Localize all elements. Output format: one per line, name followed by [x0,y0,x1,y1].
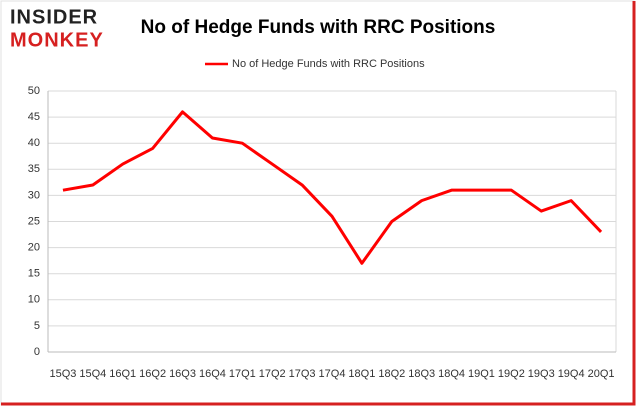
chart-title: No of Hedge Funds with RRC Positions [141,17,496,38]
y-tick-label: 30 [28,189,40,201]
y-tick-label: 25 [28,215,40,227]
x-tick-label: 17Q4 [319,368,346,380]
logo-top: INSIDER [10,6,98,28]
x-tick-label: 17Q1 [229,368,256,380]
x-tick-label: 16Q3 [169,368,196,380]
x-tick-label: 16Q4 [199,368,226,380]
x-tick-label: 17Q2 [259,368,286,380]
y-tick-label: 5 [34,320,40,332]
x-tick-label: 16Q1 [109,368,136,380]
data-line [62,110,603,265]
x-tick-label: 18Q4 [438,368,465,380]
x-tick-label: 18Q2 [378,368,405,380]
x-tick-label: 15Q3 [49,368,76,380]
y-tick-label: 20 [28,242,40,254]
y-tick-label: 15 [28,268,40,280]
x-tick-label: 19Q4 [558,368,585,380]
x-tick-label: 19Q1 [468,368,495,380]
x-tick-label: 18Q1 [348,368,375,380]
y-tick-label: 0 [34,346,40,358]
y-tick-label: 10 [28,294,40,306]
logo-bottom: MONKEY [10,29,104,51]
y-tick-label: 40 [28,137,40,149]
x-tick-label: 17Q3 [289,368,316,380]
x-tick-label: 19Q3 [528,368,555,380]
legend-label: No of Hedge Funds with RRC Positions [232,58,425,70]
x-tick-label: 15Q4 [79,368,106,380]
y-tick-label: 50 [28,85,40,97]
y-tick-label: 45 [28,111,40,123]
x-tick-label: 18Q3 [408,368,435,380]
x-tick-label: 16Q2 [139,368,166,380]
x-tick-label: 19Q2 [498,368,525,380]
x-tick-label: 20Q1 [588,368,615,380]
y-tick-label: 35 [28,163,40,175]
